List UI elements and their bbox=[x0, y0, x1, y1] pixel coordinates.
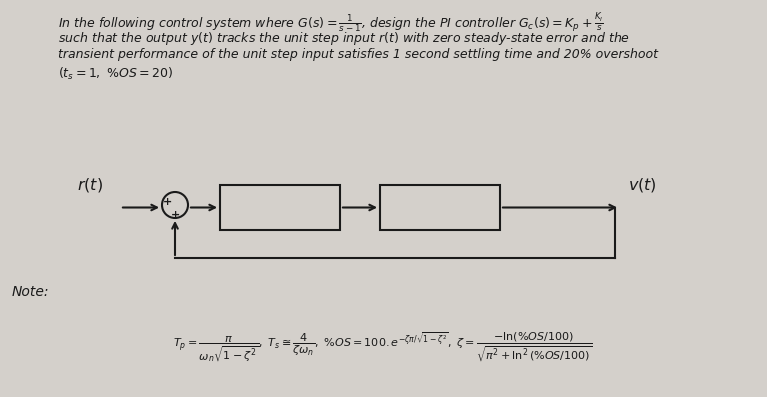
Text: +: + bbox=[171, 210, 180, 220]
Text: such that the output $y(t)$ tracks the unit step input $r(t)$ with zero steady-s: such that the output $y(t)$ tracks the u… bbox=[58, 30, 630, 47]
Text: $(t_s = 1,\ \%OS = 20)$: $(t_s = 1,\ \%OS = 20)$ bbox=[58, 66, 173, 82]
Text: In the following control system where $G(s) = \frac{1}{s-1}$, design the PI cont: In the following control system where $G… bbox=[58, 12, 604, 35]
Text: $r(t)$: $r(t)$ bbox=[77, 177, 103, 195]
Text: Note:: Note: bbox=[12, 285, 50, 299]
FancyBboxPatch shape bbox=[220, 185, 340, 230]
Text: $v(t)$: $v(t)$ bbox=[628, 177, 657, 195]
Text: $G_c(s)$: $G_c(s)$ bbox=[260, 198, 300, 217]
FancyBboxPatch shape bbox=[380, 185, 500, 230]
Text: $T_p = \dfrac{\pi}{\omega_n\sqrt{1-\zeta^2}},\ T_s \cong \dfrac{4}{\zeta\omega_n: $T_p = \dfrac{\pi}{\omega_n\sqrt{1-\zeta… bbox=[173, 330, 593, 364]
Text: $G(s)$: $G(s)$ bbox=[423, 198, 457, 216]
Text: transient performance of the unit step input satisfies 1 second settling time an: transient performance of the unit step i… bbox=[58, 48, 658, 61]
Text: +: + bbox=[163, 197, 172, 207]
